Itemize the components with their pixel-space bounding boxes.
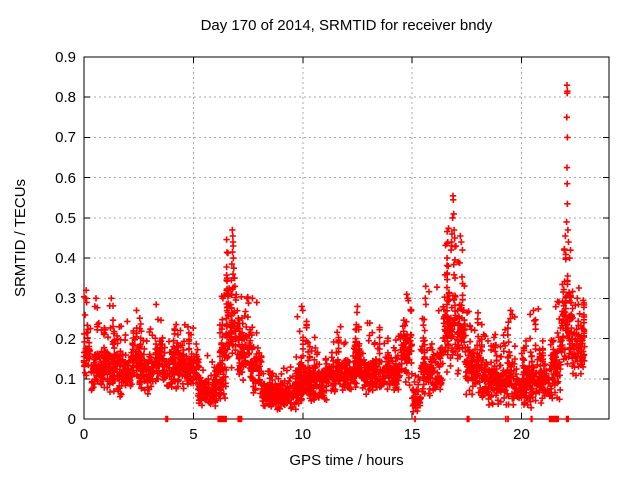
x-tick-label: 5 bbox=[189, 426, 198, 443]
y-tick-label: 0.8 bbox=[55, 89, 76, 107]
x-tick-label: 10 bbox=[294, 426, 312, 443]
x-tick-label: 0 bbox=[79, 426, 89, 443]
y-tick-label: 0.2 bbox=[55, 330, 76, 348]
scatter-points bbox=[80, 82, 588, 423]
y-tick-label: 0.9 bbox=[55, 49, 76, 66]
grid-lines bbox=[84, 57, 609, 419]
x-tick-label: 15 bbox=[403, 426, 421, 443]
x-tick-label: 20 bbox=[513, 426, 530, 443]
y-tick-label: 0.4 bbox=[55, 250, 76, 268]
y-tick-label: 0.6 bbox=[55, 169, 76, 187]
x-axis-label: GPS time / hours bbox=[289, 452, 404, 469]
y-tick-label: 0.5 bbox=[55, 209, 76, 227]
y-tick-label: 0.7 bbox=[55, 129, 76, 147]
chart-title: Day 170 of 2014, SRMTID for receiver bnd… bbox=[200, 17, 493, 34]
y-tick-label: 0.1 bbox=[55, 370, 76, 388]
y-tick-label: 0.3 bbox=[55, 290, 76, 308]
y-tick-label: 0 bbox=[67, 411, 76, 428]
